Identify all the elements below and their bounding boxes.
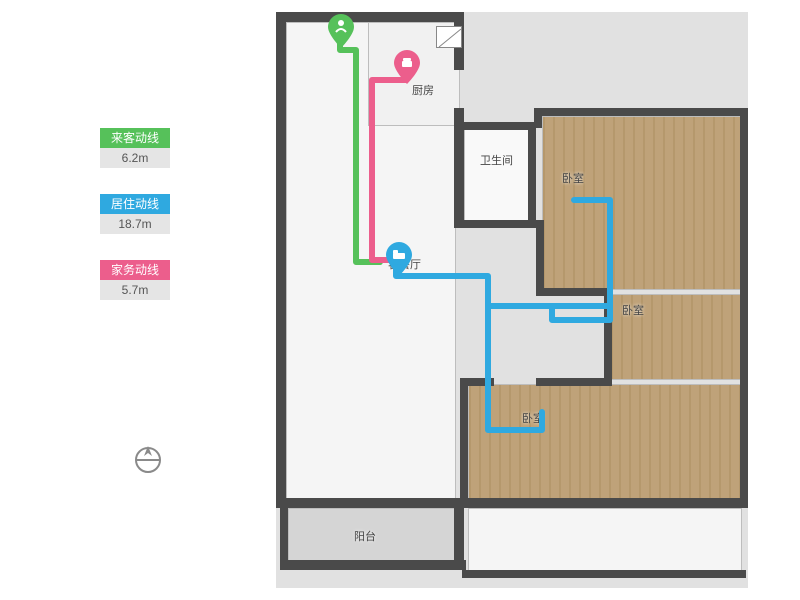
guest-marker-icon bbox=[328, 14, 354, 48]
wall bbox=[280, 560, 466, 570]
wall bbox=[460, 498, 748, 508]
floor-plan: 客餐厅厨房卫生间卧室卧室卧室阳台 bbox=[276, 12, 748, 588]
legend-item: 居住动线18.7m bbox=[100, 194, 170, 234]
legend-label: 来客动线 bbox=[100, 128, 170, 148]
wall bbox=[604, 288, 612, 384]
house-marker-icon bbox=[394, 50, 420, 84]
legend-value: 18.7m bbox=[100, 214, 170, 234]
legend-item: 来客动线6.2m bbox=[100, 128, 170, 168]
room-lower-bal bbox=[468, 508, 742, 572]
wall bbox=[462, 122, 534, 130]
compass-icon bbox=[130, 442, 166, 478]
canvas: 来客动线6.2m居住动线18.7m家务动线5.7m 客餐厅厨房卫生间卧室卧室卧室… bbox=[0, 0, 800, 600]
legend: 来客动线6.2m 居住动线18.7m 家务动线5.7m bbox=[100, 128, 170, 326]
legend-value: 6.2m bbox=[100, 148, 170, 168]
room-label-kitchen: 厨房 bbox=[412, 82, 434, 98]
wall bbox=[280, 506, 288, 562]
wall bbox=[462, 220, 536, 228]
room-bedroom3 bbox=[468, 384, 742, 500]
wall bbox=[460, 378, 468, 506]
wall bbox=[276, 12, 464, 22]
room-bathroom bbox=[464, 126, 530, 222]
room-label-balcony: 阳台 bbox=[354, 528, 376, 544]
wall bbox=[740, 108, 748, 508]
legend-label: 家务动线 bbox=[100, 260, 170, 280]
legend-label: 居住动线 bbox=[100, 194, 170, 214]
window-icon bbox=[436, 26, 462, 48]
wall bbox=[536, 220, 544, 292]
room-label-bedroom1: 卧室 bbox=[562, 170, 584, 186]
room-label-bedroom3: 卧室 bbox=[522, 410, 544, 426]
wall bbox=[536, 288, 612, 296]
wall bbox=[276, 498, 464, 508]
room-bedroom1 bbox=[542, 116, 742, 290]
legend-item: 家务动线5.7m bbox=[100, 260, 170, 300]
wall bbox=[462, 570, 746, 578]
room-label-bathroom: 卫生间 bbox=[480, 152, 513, 168]
resident-marker-icon bbox=[386, 242, 412, 276]
wall bbox=[276, 12, 286, 506]
room-label-bedroom2: 卧室 bbox=[622, 302, 644, 318]
wall bbox=[534, 108, 748, 116]
wall bbox=[528, 122, 536, 228]
legend-value: 5.7m bbox=[100, 280, 170, 300]
wall bbox=[536, 378, 612, 386]
